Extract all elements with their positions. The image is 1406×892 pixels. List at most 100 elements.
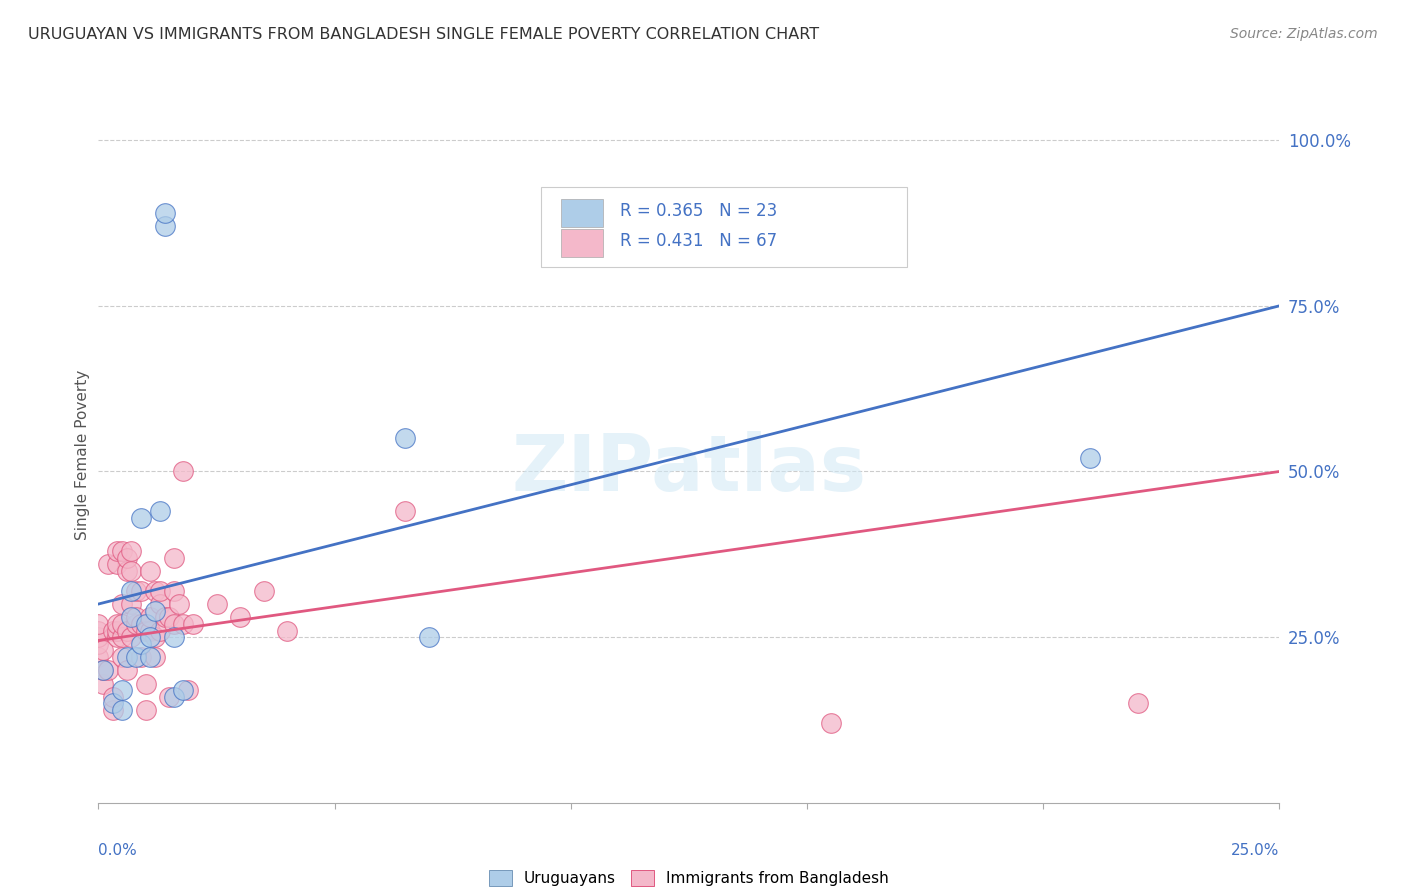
Point [135,624,157,638]
Point [820,716,842,731]
Point [229,610,252,624]
Point [91,663,114,677]
Point [157,690,180,704]
Point [163,550,186,565]
Point [149,583,172,598]
Point [125,650,148,665]
Point [276,624,298,638]
Point [163,583,186,598]
Point [129,637,152,651]
Point [135,676,157,690]
Point [135,703,157,717]
Legend: Uruguayans, Immigrants from Bangladesh: Uruguayans, Immigrants from Bangladesh [482,864,896,892]
Point [97,558,120,572]
Point [163,616,186,631]
FancyBboxPatch shape [541,187,907,267]
Point [177,683,200,698]
Point [105,624,128,638]
Point [121,630,143,644]
Point [115,564,138,578]
Point [135,616,157,631]
Text: R = 0.431   N = 67: R = 0.431 N = 67 [620,232,778,251]
Text: R = 0.365   N = 23: R = 0.365 N = 23 [620,202,778,220]
Text: Source: ZipAtlas.com: Source: ZipAtlas.com [1230,27,1378,41]
Point [125,610,148,624]
Point [121,610,143,624]
Point [105,544,128,558]
Point [105,558,128,572]
FancyBboxPatch shape [561,199,603,227]
Point [111,544,134,558]
Point [394,431,416,445]
Point [139,564,162,578]
Point [111,630,134,644]
Point [101,624,124,638]
Text: 25.0%: 25.0% [1232,843,1279,858]
Text: URUGUAYAN VS IMMIGRANTS FROM BANGLADESH SINGLE FEMALE POVERTY CORRELATION CHART: URUGUAYAN VS IMMIGRANTS FROM BANGLADESH … [28,27,820,42]
Point [101,703,124,717]
Point [115,663,138,677]
Point [172,683,194,698]
Point [143,604,166,618]
Point [153,219,176,234]
Point [149,504,172,518]
Point [87,630,110,644]
Point [111,703,134,717]
Point [121,583,143,598]
Point [394,504,416,518]
Point [139,624,162,638]
Point [153,206,176,220]
Point [115,550,138,565]
Point [87,650,110,665]
Text: 0.0%: 0.0% [98,843,138,858]
Point [91,663,114,677]
Point [121,564,143,578]
Point [111,650,134,665]
Point [149,597,172,611]
Point [149,624,172,638]
Point [87,624,110,638]
Point [172,465,194,479]
Point [143,630,166,644]
Point [167,597,190,611]
Point [163,630,186,644]
Point [163,690,186,704]
Point [129,616,152,631]
Point [105,630,128,644]
Point [157,610,180,624]
Point [418,630,440,644]
Point [1126,697,1149,711]
Point [115,624,138,638]
Point [101,690,124,704]
Text: ZIPatlas: ZIPatlas [512,431,866,507]
Point [181,616,204,631]
Point [91,643,114,657]
Point [253,583,276,598]
Y-axis label: Single Female Poverty: Single Female Poverty [75,370,90,540]
Point [87,616,110,631]
Point [101,697,124,711]
Point [129,650,152,665]
Point [129,511,152,525]
Point [143,583,166,598]
Point [139,630,162,644]
Point [129,583,152,598]
FancyBboxPatch shape [561,228,603,257]
Point [87,637,110,651]
Point [111,683,134,698]
Point [125,616,148,631]
Point [97,663,120,677]
Point [111,616,134,631]
Point [121,597,143,611]
Point [91,676,114,690]
Point [115,650,138,665]
Point [172,616,194,631]
Point [139,610,162,624]
Point [143,650,166,665]
Point [121,544,143,558]
Point [205,597,228,611]
Point [139,650,162,665]
Point [111,597,134,611]
Point [125,583,148,598]
Point [105,616,128,631]
